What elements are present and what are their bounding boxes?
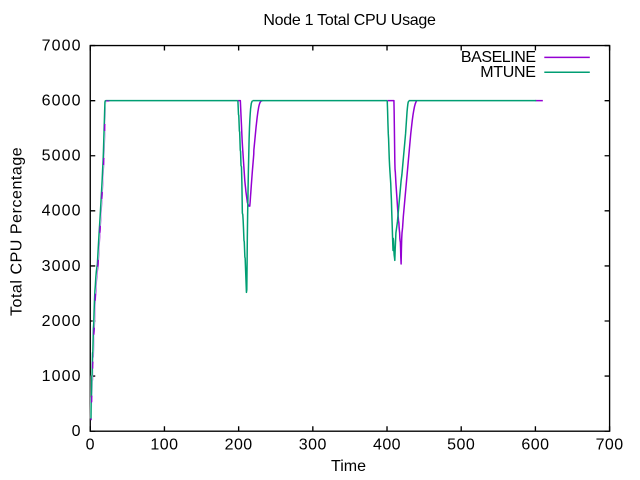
svg-text:100: 100 bbox=[150, 437, 178, 454]
svg-text:0: 0 bbox=[86, 437, 95, 454]
svg-text:2000: 2000 bbox=[42, 313, 82, 330]
svg-text:400: 400 bbox=[373, 437, 401, 454]
svg-text:200: 200 bbox=[225, 437, 253, 454]
svg-text:3000: 3000 bbox=[42, 258, 82, 275]
svg-text:700: 700 bbox=[596, 437, 624, 454]
svg-text:300: 300 bbox=[299, 437, 327, 454]
svg-text:6000: 6000 bbox=[42, 93, 82, 110]
svg-text:MTUNE: MTUNE bbox=[480, 64, 535, 81]
svg-text:500: 500 bbox=[447, 437, 475, 454]
svg-text:7000: 7000 bbox=[42, 37, 82, 54]
svg-text:1000: 1000 bbox=[42, 368, 82, 385]
svg-text:600: 600 bbox=[521, 437, 549, 454]
svg-text:5000: 5000 bbox=[42, 148, 82, 165]
svg-text:Total CPU Percentage: Total CPU Percentage bbox=[9, 147, 26, 316]
svg-text:0: 0 bbox=[72, 423, 82, 440]
svg-text:Node 1 Total CPU Usage: Node 1 Total CPU Usage bbox=[263, 12, 436, 29]
svg-text:BASELINE: BASELINE bbox=[461, 49, 536, 66]
svg-text:4000: 4000 bbox=[42, 203, 82, 220]
svg-text:Time: Time bbox=[331, 458, 366, 475]
